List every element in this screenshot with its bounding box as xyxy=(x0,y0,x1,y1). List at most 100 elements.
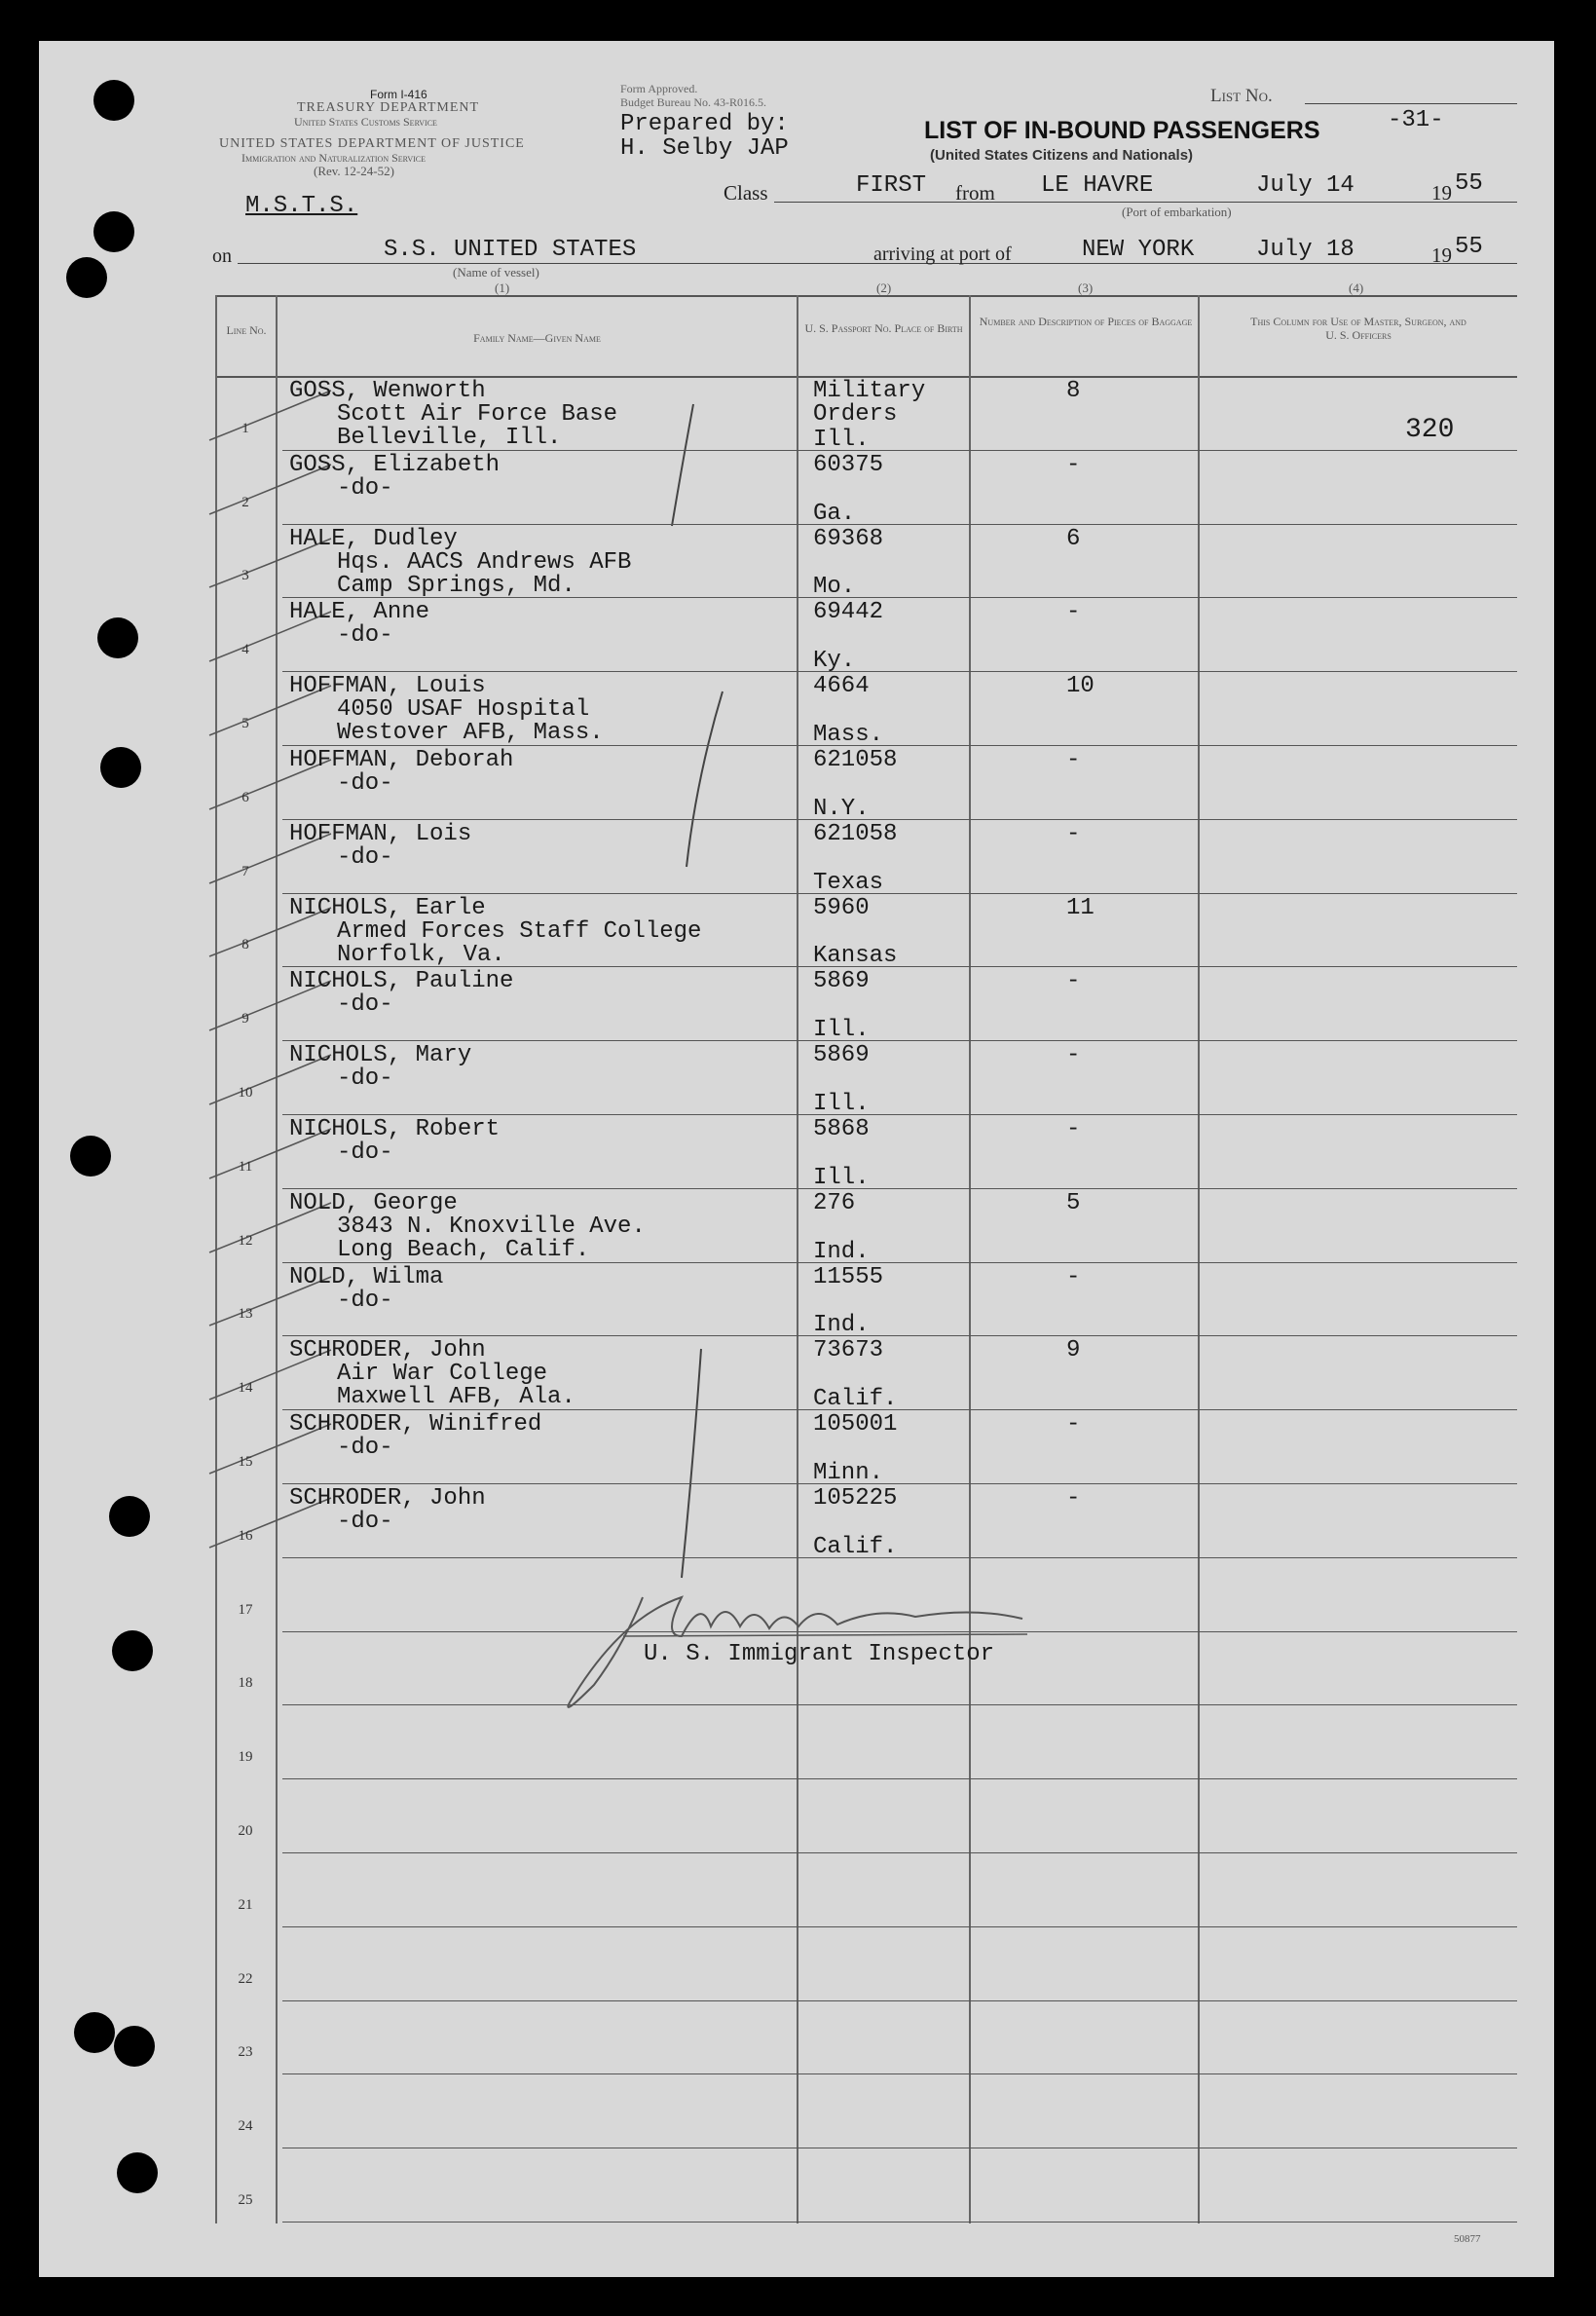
line-number: 14 xyxy=(238,1380,253,1396)
passenger-address: Norfolk, Va. xyxy=(337,942,505,968)
line-number: 24 xyxy=(238,2118,253,2134)
passport-number: 60375 xyxy=(813,452,884,478)
passenger-address: Air War College xyxy=(337,1361,548,1387)
row-divider xyxy=(282,2073,1517,2074)
passenger-address: Belleville, Ill. xyxy=(337,425,562,451)
passport-number: 5869 xyxy=(813,1042,870,1068)
justice-dept: UNITED STATES DEPARTMENT OF JUSTICE xyxy=(219,136,525,151)
column-number-4: (4) xyxy=(1349,280,1364,295)
line-number: 16 xyxy=(238,1528,253,1544)
place-of-birth: Ill. xyxy=(813,427,870,453)
passport-number: 276 xyxy=(813,1190,856,1216)
check-mark xyxy=(208,1423,332,1475)
row-divider xyxy=(282,1778,1517,1779)
passenger-name: SCHRODER, Winifred xyxy=(289,1411,542,1438)
baggage-count: 6 xyxy=(1066,526,1081,552)
page-title: LIST OF IN-BOUND PASSENGERS xyxy=(924,117,1320,144)
passenger-name: HOFFMAN, Deborah xyxy=(289,747,514,773)
punch-hole xyxy=(74,2012,115,2053)
row-divider xyxy=(282,893,1517,894)
passport-number: 621058 xyxy=(813,821,898,847)
column-number-1: (1) xyxy=(495,280,510,295)
inspector-label: U. S. Immigrant Inspector xyxy=(644,1641,995,1667)
row-divider xyxy=(282,1262,1517,1263)
punch-hole xyxy=(109,1496,150,1537)
line-number: 18 xyxy=(238,1675,253,1691)
passport-number: 5868 xyxy=(813,1116,870,1142)
from-label: from xyxy=(955,181,995,205)
passenger-address: -do- xyxy=(337,1509,393,1535)
header-name: Family Name—Given Name xyxy=(473,331,601,345)
punch-hole xyxy=(112,1630,153,1671)
passenger-address: -do- xyxy=(337,770,393,797)
header-passport: U. S. Passport No. Place of Birth xyxy=(804,321,963,335)
passenger-address: -do- xyxy=(337,1288,393,1314)
passport-number: 4664 xyxy=(813,673,870,699)
line-number: 25 xyxy=(238,2192,253,2208)
row-divider xyxy=(282,1557,1517,1558)
passenger-name: HALE, Anne xyxy=(289,599,430,625)
row-divider xyxy=(282,1483,1517,1484)
passenger-name: SCHRODER, John xyxy=(289,1337,486,1363)
line-number: 5 xyxy=(241,716,249,731)
departure-year-prefix: 19 xyxy=(1431,181,1452,205)
line-number: 11 xyxy=(238,1159,253,1175)
row-divider xyxy=(282,1040,1517,1041)
place-of-birth: Calif. xyxy=(813,1534,898,1560)
class-value: FIRST xyxy=(856,172,927,199)
baggage-count: - xyxy=(1066,1042,1081,1068)
arriving-label: arriving at port of xyxy=(873,243,1012,265)
line-number: 20 xyxy=(238,1823,253,1839)
form-number: Form I-416 xyxy=(370,88,427,101)
place-of-birth: Ind. xyxy=(813,1239,870,1265)
vessel-name: S.S. UNITED STATES xyxy=(384,237,637,263)
row-divider xyxy=(282,745,1517,746)
place-of-birth: Mass. xyxy=(813,722,884,748)
passport-number: 11555 xyxy=(813,1264,884,1290)
passenger-address: Maxwell AFB, Ala. xyxy=(337,1384,575,1410)
passenger-name: GOSS, Elizabeth xyxy=(289,452,501,478)
baggage-count: - xyxy=(1066,1411,1081,1438)
line-number: 13 xyxy=(238,1306,253,1322)
line-number: 4 xyxy=(241,642,249,657)
msts-label: M.S.T.S. xyxy=(245,193,358,219)
officer-annotation: 320 xyxy=(1405,415,1455,445)
on-label: on xyxy=(212,245,232,267)
line-number: 6 xyxy=(241,790,249,805)
baggage-count: - xyxy=(1066,968,1081,994)
check-mark xyxy=(208,980,332,1031)
passenger-address: Armed Forces Staff College xyxy=(337,918,702,945)
baggage-count: - xyxy=(1066,599,1081,625)
place-of-birth: Ill. xyxy=(813,1091,870,1117)
place-of-birth: Minn. xyxy=(813,1460,884,1486)
passenger-name: NICHOLS, Earle xyxy=(289,895,486,921)
passenger-name: NICHOLS, Mary xyxy=(289,1042,472,1068)
place-of-birth: Calif. xyxy=(813,1386,898,1412)
passenger-name: HALE, Dudley xyxy=(289,526,458,552)
check-mark xyxy=(208,1349,332,1401)
row-divider xyxy=(282,2222,1517,2223)
prepared-by-label: Prepared by: xyxy=(620,111,789,137)
place-of-birth: Ind. xyxy=(813,1312,870,1338)
passport-number: 73673 xyxy=(813,1337,884,1363)
row-divider xyxy=(282,966,1517,967)
check-mark xyxy=(208,759,332,810)
ins-service: Immigration and Naturalization Service xyxy=(241,151,427,165)
baggage-count: - xyxy=(1066,747,1081,773)
baggage-count: - xyxy=(1066,1116,1081,1142)
check-mark xyxy=(208,1202,332,1253)
passenger-address: 3843 N. Knoxville Ave. xyxy=(337,1214,646,1240)
line-number: 9 xyxy=(241,1011,249,1027)
check-mark xyxy=(208,1276,332,1326)
class-label: Class xyxy=(724,181,768,205)
revision: (Rev. 12-24-52) xyxy=(314,164,394,178)
line-number: 7 xyxy=(241,864,249,879)
baggage-count: 9 xyxy=(1066,1337,1081,1363)
check-mark xyxy=(208,611,332,662)
place-of-birth: Mo. xyxy=(813,574,856,600)
check-mark xyxy=(208,1054,332,1105)
arrival-year-prefix: 19 xyxy=(1431,243,1452,267)
passport-number: 69368 xyxy=(813,526,884,552)
line-number: 19 xyxy=(238,1749,253,1765)
arrival-port: NEW YORK xyxy=(1082,237,1195,263)
